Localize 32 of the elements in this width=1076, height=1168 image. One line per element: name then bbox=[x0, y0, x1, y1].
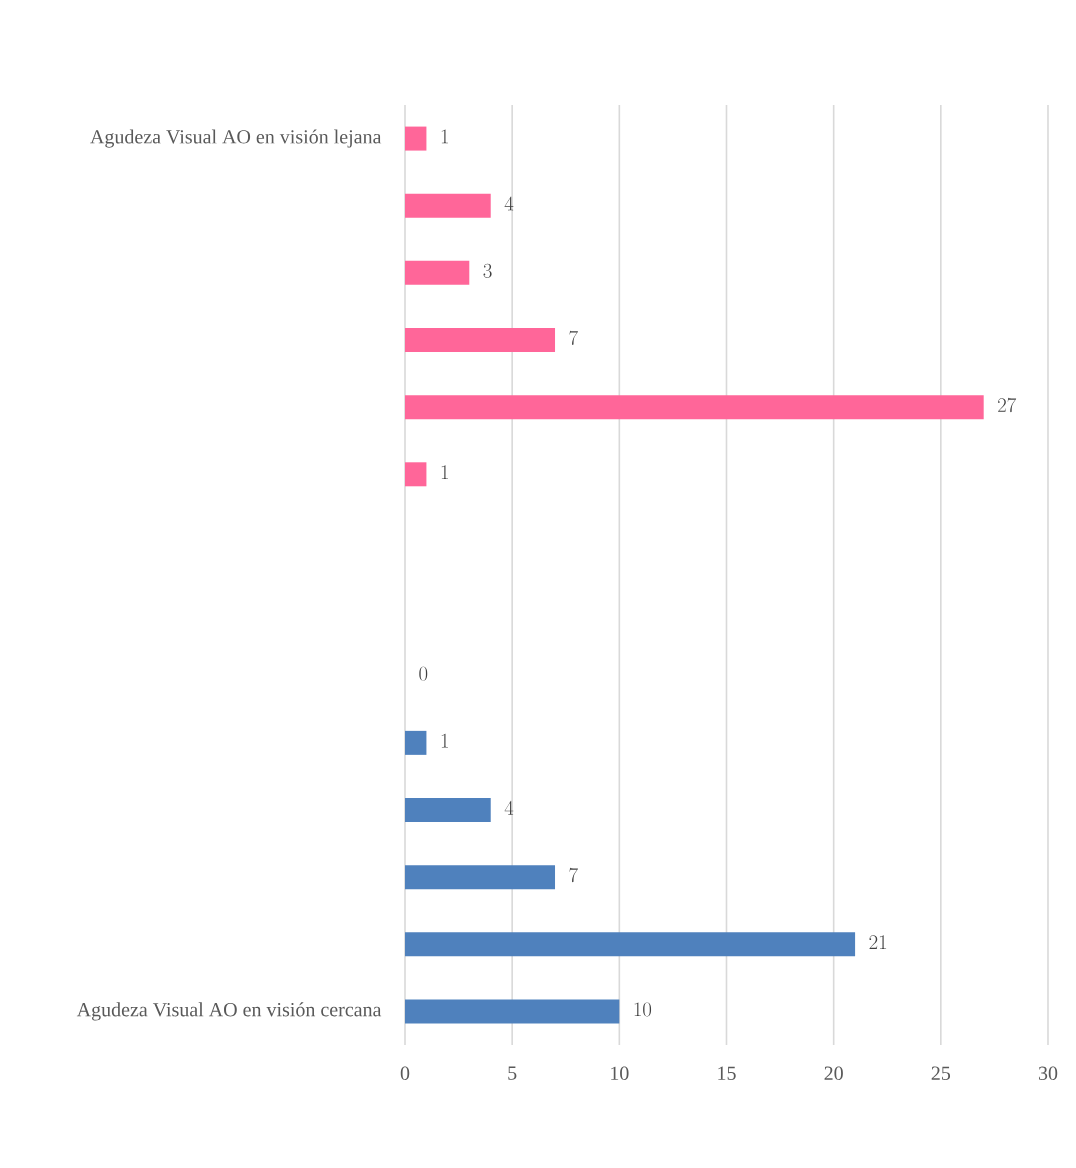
bar bbox=[405, 462, 427, 487]
y-tick-label: Agudeza Visual AO en visión lejana bbox=[90, 129, 382, 148]
bar bbox=[405, 798, 491, 823]
data-label: 27 bbox=[998, 397, 1017, 413]
data-label: 1 bbox=[441, 465, 448, 479]
data-label: 1 bbox=[441, 129, 448, 144]
bar bbox=[405, 260, 470, 285]
bar bbox=[405, 730, 427, 755]
x-tick-label: 20 bbox=[824, 1066, 843, 1081]
bar bbox=[405, 126, 427, 151]
bar bbox=[405, 865, 556, 890]
data-label: 10 bbox=[634, 1002, 652, 1017]
bar bbox=[405, 395, 984, 420]
x-tick-label: 10 bbox=[611, 1066, 629, 1081]
data-label: 7 bbox=[569, 330, 578, 346]
x-tick-label: 15 bbox=[718, 1066, 736, 1080]
x-tick-label: 0 bbox=[400, 1066, 410, 1081]
data-label: 1 bbox=[441, 733, 448, 748]
data-label: 4 bbox=[504, 196, 514, 211]
bar bbox=[405, 932, 856, 957]
data-label: 21 bbox=[869, 935, 887, 949]
data-label: 0 bbox=[419, 666, 428, 681]
y-tick-label: Agudeza Visual AO en visión cercana bbox=[76, 1002, 382, 1021]
data-label: 7 bbox=[569, 867, 578, 883]
bar bbox=[405, 193, 491, 218]
x-tick-label: 30 bbox=[1038, 1066, 1058, 1081]
bar bbox=[405, 999, 620, 1024]
bar bbox=[405, 328, 556, 353]
data-label: 4 bbox=[504, 800, 514, 815]
x-tick-label: 25 bbox=[931, 1066, 951, 1080]
data-label: 3 bbox=[483, 263, 492, 278]
x-tick-label: 5 bbox=[508, 1066, 517, 1080]
